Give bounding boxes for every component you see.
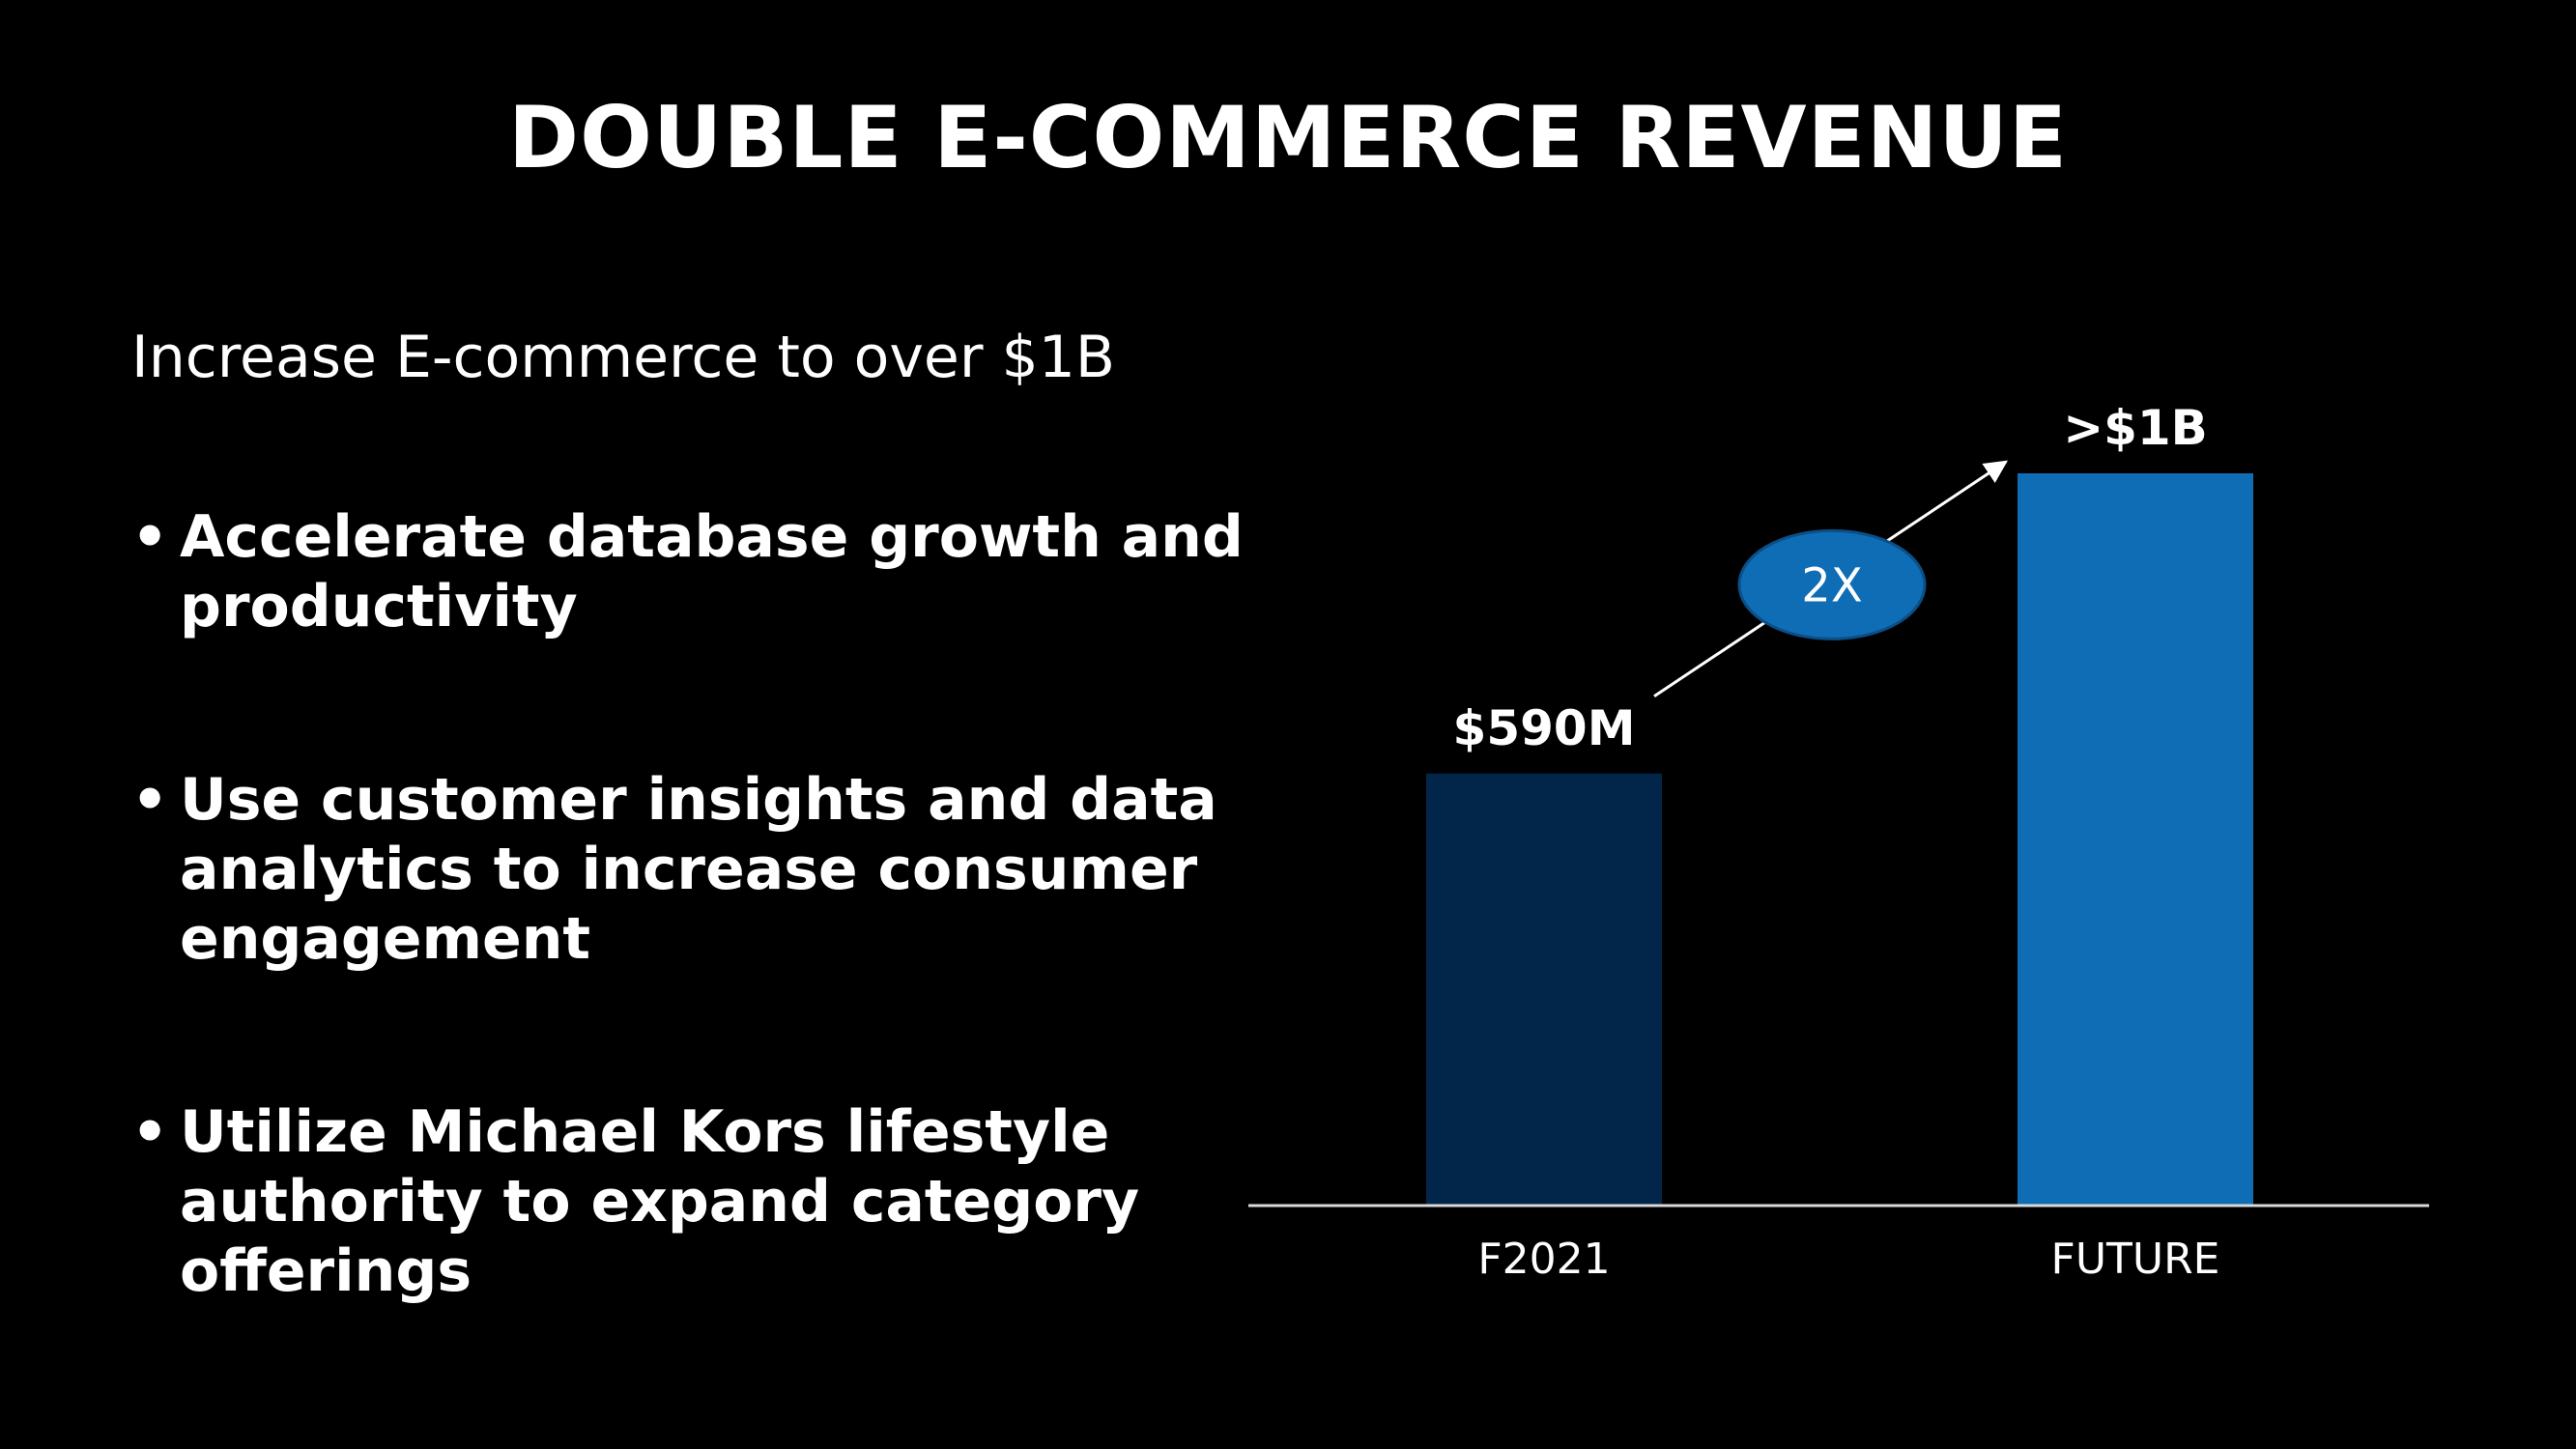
bar-future [2018, 473, 2253, 1206]
left-column: Increase E-commerce to over $1B • Accele… [131, 319, 1272, 1305]
bullet-text: Accelerate database growth and productiv… [180, 503, 1244, 640]
bar-f2021 [1426, 773, 1662, 1206]
growth-badge-label: 2X [1801, 558, 1862, 612]
bullet-text: Use customer insights and data analytics… [180, 766, 1217, 973]
bullet-text: Utilize Michael Kors lifestyle authority… [180, 1098, 1140, 1305]
bullet-item: • Accelerate database growth and product… [131, 502, 1272, 641]
bullet-item: • Utilize Michael Kors lifestyle authori… [131, 1097, 1272, 1306]
slide-title: DOUBLE E-COMMERCE REVENUE [508, 88, 2068, 187]
growth-badge [1737, 528, 1927, 640]
bar-value-label: $590M [1453, 700, 1636, 756]
bullet-item: • Use customer insights and data analyti… [131, 765, 1272, 974]
bullet-dot-icon: • [131, 503, 169, 571]
bullet-dot-icon: • [131, 1098, 169, 1166]
category-tick-label: FUTURE [2051, 1235, 2220, 1284]
bullet-dot-icon: • [131, 766, 169, 834]
category-tick-label: F2021 [1477, 1235, 1610, 1284]
bar-value-label: >$1B [2063, 400, 2208, 456]
slide-subtitle: Increase E-commerce to over $1B [131, 324, 1116, 391]
